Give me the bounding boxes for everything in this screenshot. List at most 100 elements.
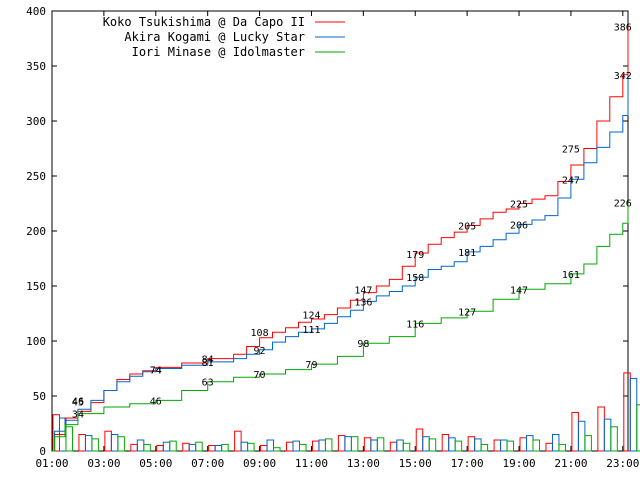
bar-2-3	[143, 443, 151, 452]
bar-2-14	[428, 438, 437, 452]
series-line-0	[52, 26, 629, 452]
bar-1-13	[396, 439, 404, 452]
data-label-1-8: 206	[510, 220, 528, 231]
bar-2-0	[65, 426, 73, 452]
bar-2-6	[221, 443, 229, 452]
y-tick-label: 0	[39, 445, 46, 458]
bar-1-1	[84, 435, 93, 452]
data-label-0-11: 386	[614, 22, 632, 33]
y-tick-label: 400	[26, 5, 46, 18]
data-label-0-0: 45	[72, 398, 84, 409]
data-label-0-10: 342	[614, 71, 632, 82]
bar-1-3	[136, 439, 145, 452]
bar-0-14	[415, 428, 424, 452]
bar-2-8	[273, 447, 281, 452]
y-tick-label: 250	[26, 170, 46, 183]
bar-2-7	[247, 442, 255, 452]
bar-0-4	[156, 445, 164, 452]
data-label-2-1: 46	[150, 396, 162, 407]
data-label-0-3: 108	[251, 328, 269, 339]
bar-1-9	[292, 440, 300, 452]
data-label-1-6: 158	[406, 273, 424, 284]
axes: 0 50 100 150 200 250 300 350 400 01:00 03:00 05:00 0…	[26, 5, 639, 470]
data-labels: 4574841081241471792052252753423864674819…	[72, 22, 632, 420]
bar-0-16	[467, 436, 476, 452]
data-label-0-9: 275	[562, 145, 580, 156]
data-label-2-5: 98	[357, 339, 369, 350]
bar-1-6	[214, 445, 223, 452]
x-tick-label: 11:00	[295, 457, 328, 470]
bar-1-18	[526, 435, 534, 452]
bar-0-8	[260, 445, 268, 452]
bar-1-4	[162, 441, 171, 452]
x-tick-label: 01:00	[35, 457, 68, 470]
bar-2-15	[454, 440, 463, 452]
x-tick-label: 15:00	[399, 457, 432, 470]
bar-2-18	[532, 439, 540, 452]
bar-2-4	[169, 440, 177, 452]
bar-1-17	[500, 439, 508, 452]
bar-2-16	[480, 443, 489, 452]
bar-0-2	[104, 430, 112, 452]
bar-1-12	[370, 439, 378, 452]
cumulative-lines	[52, 26, 629, 452]
bar-0-13	[389, 441, 398, 452]
data-label-2-3: 70	[254, 370, 266, 381]
x-tick-label: 07:00	[191, 457, 224, 470]
data-label-2-6: 116	[406, 319, 424, 330]
y-tick-label: 150	[26, 280, 46, 293]
bar-0-12	[363, 437, 372, 452]
bar-0-11	[337, 435, 346, 452]
data-label-1-7: 181	[458, 248, 476, 259]
bar-2-2	[117, 436, 125, 452]
bar-2-5	[195, 441, 203, 452]
data-label-0-7: 205	[458, 222, 476, 233]
bar-0-9	[286, 441, 294, 452]
x-tick-label: 13:00	[347, 457, 380, 470]
data-label-0-6: 179	[406, 250, 424, 261]
y-tick-label: 300	[26, 115, 46, 128]
bar-2-11	[350, 436, 359, 452]
bar-2-21	[610, 426, 618, 452]
legend-label-1: Akira Kogami @ Lucky Star	[124, 30, 305, 44]
bar-2-10	[324, 438, 333, 452]
data-label-1-3: 92	[254, 346, 266, 357]
bar-1-22	[629, 377, 638, 452]
series-line-1	[52, 74, 629, 452]
data-label-2-9: 161	[562, 270, 580, 281]
bar-0-1	[78, 434, 86, 452]
y-tick-label: 100	[26, 335, 46, 348]
x-tick-label: 05:00	[139, 457, 172, 470]
data-label-2-7: 127	[458, 307, 476, 318]
bar-1-7	[240, 441, 249, 452]
data-label-2-4: 79	[305, 360, 317, 371]
y-tick-label: 50	[33, 390, 46, 403]
legend-label-0: Koko Tsukishima @ Da Capo II	[103, 15, 305, 29]
bar-2-12	[376, 437, 385, 452]
data-label-0-1: 74	[150, 366, 162, 377]
bar-1-10	[318, 439, 326, 452]
bar-0-0	[52, 414, 60, 452]
data-label-1-9: 247	[562, 175, 580, 186]
x-tick-label: 09:00	[243, 457, 276, 470]
data-label-0-4: 124	[302, 311, 320, 322]
x-tick-label: 03:00	[87, 457, 120, 470]
data-label-1-0: 46	[72, 396, 84, 407]
bar-1-19	[551, 434, 560, 452]
bar-0-20	[571, 412, 579, 452]
bar-0-10	[311, 440, 320, 452]
bar-0-21	[597, 406, 605, 452]
hourly-bars	[52, 372, 640, 452]
legend-label-2: Iori Minase @ Idolmaster	[132, 45, 305, 59]
bar-1-14	[422, 436, 430, 452]
data-label-1-5: 136	[354, 297, 372, 308]
bar-0-17	[493, 439, 502, 452]
data-label-0-8: 225	[510, 200, 528, 211]
bar-0-5	[182, 442, 190, 452]
data-label-2-8: 147	[510, 285, 528, 296]
plot-frame	[51, 10, 629, 452]
bar-2-20	[584, 435, 592, 452]
bar-0-19	[545, 442, 553, 452]
